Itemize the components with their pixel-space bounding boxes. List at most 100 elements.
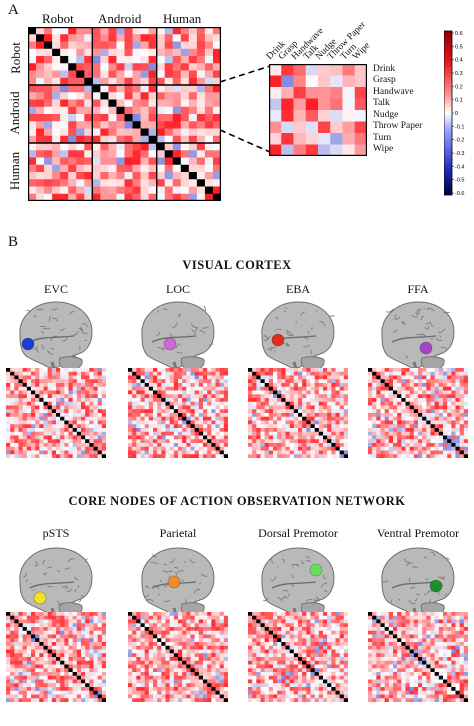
visual-rdm-cell bbox=[39, 446, 44, 451]
visual-rdm-cell bbox=[97, 379, 103, 384]
aon-rdm-cell bbox=[293, 634, 299, 639]
visual-rdm-cell bbox=[161, 435, 166, 440]
visual-rdm-cell bbox=[76, 371, 82, 376]
visual-rdm-cell bbox=[190, 398, 195, 403]
aon-rdm-cell bbox=[26, 612, 32, 617]
visual-rdm-cell bbox=[459, 379, 465, 384]
aon-rdm-cell bbox=[207, 675, 212, 680]
aon-rdm-cell bbox=[43, 683, 48, 688]
aon-rdm-cell bbox=[260, 690, 265, 695]
visual-rdm-cell bbox=[198, 420, 204, 425]
rdm-cell bbox=[92, 27, 101, 35]
visual-rdm-cell bbox=[447, 394, 452, 399]
aon-rdm-cell bbox=[293, 698, 299, 702]
visual-rdm-cell bbox=[438, 413, 444, 418]
visual-rdm-cell bbox=[219, 379, 225, 384]
visual-rdm-cell bbox=[207, 409, 212, 414]
visual-rdm-cell bbox=[327, 435, 332, 440]
aon-rdm-cell bbox=[285, 649, 290, 654]
visual-rdm-cell bbox=[89, 435, 94, 440]
aon-rdm-cell bbox=[14, 615, 19, 620]
aon-rdm-cell bbox=[318, 687, 324, 692]
rdm-cell bbox=[212, 77, 221, 86]
aon-rdm-cell bbox=[76, 660, 82, 665]
visual-rdm-cell bbox=[318, 405, 324, 410]
rdm-cell bbox=[140, 150, 149, 158]
visual-rdm-cell bbox=[22, 420, 28, 425]
visual-rdm-cell bbox=[443, 454, 448, 458]
aon-rdm-cell bbox=[190, 645, 195, 650]
visual-rdm-cell bbox=[51, 386, 57, 391]
visual-rdm-cell bbox=[405, 420, 410, 425]
visual-rdm-cell bbox=[289, 386, 295, 391]
visual-rdm-cell bbox=[223, 446, 228, 451]
aon-rdm-cell bbox=[323, 649, 328, 654]
visual-rdm-cell bbox=[335, 420, 340, 425]
visual-rdm-cell bbox=[22, 424, 28, 429]
visual-rdm-cell bbox=[426, 435, 431, 440]
visual-rdm-cell bbox=[10, 431, 15, 436]
visual-rdm-cell bbox=[173, 386, 179, 391]
visual-rdm-cell bbox=[447, 398, 452, 403]
aon-rdm-cell bbox=[148, 687, 154, 692]
aon-rdm-cell bbox=[64, 675, 69, 680]
rdm-cell bbox=[156, 157, 166, 166]
rdm-cell bbox=[196, 114, 206, 122]
rdm-cell bbox=[188, 99, 198, 108]
aon-rdm-cell bbox=[178, 649, 183, 654]
visual-rdm-cell bbox=[182, 446, 187, 451]
visual-rdm-cell bbox=[252, 424, 257, 429]
visual-rdm-cell bbox=[207, 401, 212, 406]
visual-rdm-cell bbox=[186, 424, 191, 429]
visual-rdm-cell bbox=[443, 368, 448, 373]
visual-rdm-cell bbox=[223, 409, 228, 414]
aon-rdm-cell bbox=[157, 627, 162, 632]
aon-rdm-cell bbox=[161, 630, 166, 635]
aon-rdm-cell bbox=[260, 694, 265, 699]
aon-rdm-cell bbox=[289, 642, 295, 647]
aon-rdm-cell bbox=[153, 687, 158, 692]
aon-rdm-cell bbox=[76, 664, 82, 669]
visual-rdm-cell bbox=[101, 371, 106, 376]
visual-rdm-cell bbox=[327, 375, 332, 380]
aon-rdm-cell bbox=[318, 653, 324, 658]
rdm-cell bbox=[164, 106, 174, 115]
aon-rdm-cell bbox=[264, 675, 270, 680]
aon-rdm-cell bbox=[39, 683, 44, 688]
visual-rdm-cell bbox=[331, 435, 336, 440]
visual-rdm-cell bbox=[413, 428, 419, 433]
aon-rdm-cell bbox=[264, 664, 270, 669]
visual-rdm-cell bbox=[81, 386, 86, 391]
aon-rdm-cell bbox=[47, 645, 53, 650]
aon-rdm-cell bbox=[178, 627, 183, 632]
visual-rdm-cell bbox=[173, 379, 179, 384]
visual-rdm-cell bbox=[430, 439, 435, 444]
visual-rdm-cell bbox=[18, 428, 23, 433]
visual-rdm-cell bbox=[380, 420, 385, 425]
brain-sylvian-fissure bbox=[29, 335, 75, 343]
visual-rdm-cell bbox=[380, 368, 385, 373]
visual-rdm-cell bbox=[14, 439, 19, 444]
zoom-cell bbox=[354, 98, 367, 111]
visual-rdm-cell bbox=[277, 383, 282, 388]
aon-rdm-cell bbox=[22, 675, 28, 680]
aon-rdm-cell bbox=[136, 690, 141, 695]
aon-rdm-cell bbox=[194, 672, 200, 677]
visual-rdm-cell bbox=[35, 368, 40, 373]
aon-rdm-cell bbox=[132, 668, 137, 673]
visual-rdm-cell bbox=[85, 450, 90, 455]
visual-rdm-cell bbox=[264, 416, 270, 421]
visual-rdm-cell bbox=[343, 383, 348, 388]
aon-rdm-cell bbox=[144, 623, 150, 628]
aon-rdm-cell bbox=[331, 645, 336, 650]
brain-sulcus bbox=[440, 576, 446, 580]
visual-rdm-cell bbox=[203, 409, 208, 414]
visual-rdm-cell bbox=[302, 420, 307, 425]
visual-rdm-cell bbox=[182, 428, 187, 433]
visual-rdm-cell bbox=[76, 394, 82, 399]
rdm-cell bbox=[92, 85, 101, 93]
visual-rdm-cell bbox=[384, 405, 390, 410]
visual-rdm-cell bbox=[60, 446, 65, 451]
aon-rdm-cell bbox=[153, 672, 158, 677]
visual-rdm-cell bbox=[376, 443, 381, 448]
